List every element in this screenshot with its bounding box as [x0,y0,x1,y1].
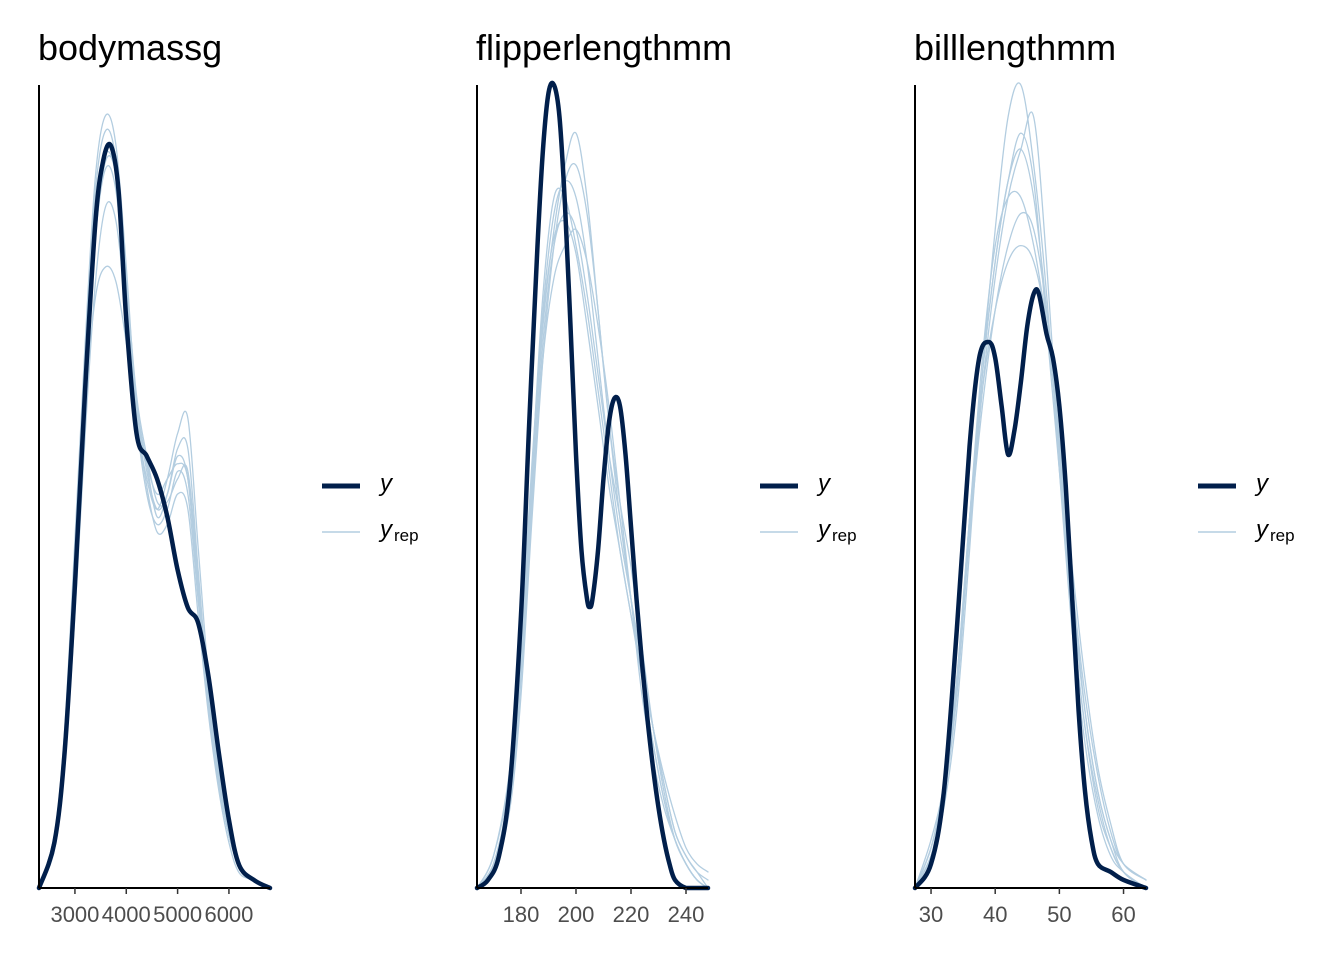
observed-density-line [912,287,1149,891]
legend-yrep-subscript: rep [1270,526,1295,545]
legend-yrep-label: y rep [1254,516,1295,545]
legend-yrep-label: y rep [816,516,857,545]
replicated-density-line [914,190,1147,889]
x-tick-label: 30 [919,902,943,927]
panel-flipperlengthmm: flipperlengthmm 180 200 220 240 y y rep [474,27,857,927]
x-tick-label: 3000 [50,902,99,927]
legend-y-label: y [1254,470,1270,497]
replicated-density-line [914,82,1147,889]
legend: y y rep [760,470,857,545]
legend-yrep-main: y [378,516,394,543]
legend-yrep-main: y [816,516,832,543]
legend-y-label: y [378,470,394,497]
legend: y y rep [1198,470,1295,545]
x-tick-label: 220 [613,902,650,927]
x-tick-label: 180 [503,902,540,927]
x-tick-label: 200 [558,902,595,927]
x-tick-label: 50 [1047,902,1071,927]
replicated-density-line [476,228,709,889]
y-curve-group [36,141,273,891]
legend-y-label: y [816,470,832,497]
x-tick-label: 240 [668,902,705,927]
legend-yrep-subscript: rep [832,526,857,545]
x-tick-label: 6000 [204,902,253,927]
panel-bodymassg: bodymassg 3000 4000 5000 6000 y y rep [36,27,419,927]
observed-density-line [474,80,711,891]
legend-yrep-main: y [1254,516,1270,543]
panel-billlengthmm: billlengthmm 30 40 50 60 y y rep [912,27,1295,927]
panel-title: flipperlengthmm [476,27,732,68]
legend: y y rep [322,470,419,545]
x-tick-label: 4000 [102,902,151,927]
replicated-density-line [476,187,709,889]
replicated-density-line [914,132,1147,889]
x-tick-label: 40 [983,902,1007,927]
panel-title: bodymassg [38,27,222,68]
y-curve-group [912,287,1149,891]
legend-yrep-label: y rep [378,516,419,545]
x-tick-label: 60 [1111,902,1135,927]
y-curve-group [474,80,711,891]
x-tick-label: 5000 [153,902,202,927]
observed-density-line [36,141,273,891]
panel-title: billlengthmm [914,27,1116,68]
yrep-curves [914,82,1147,889]
legend-yrep-subscript: rep [394,526,419,545]
replicated-density-line [476,163,709,889]
